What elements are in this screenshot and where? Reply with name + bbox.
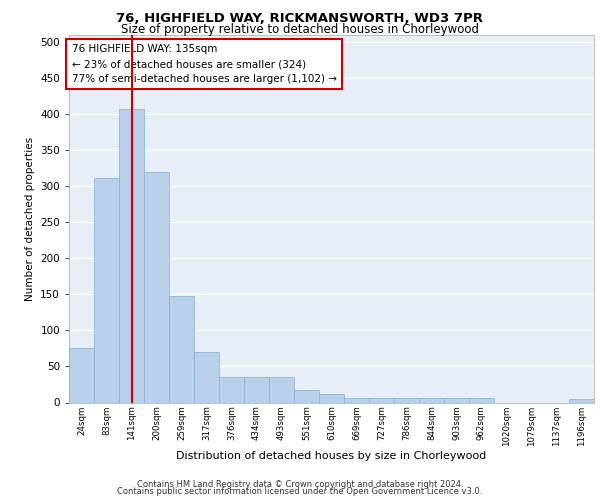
- Text: Size of property relative to detached houses in Chorleywood: Size of property relative to detached ho…: [121, 22, 479, 36]
- Text: Contains HM Land Registry data © Crown copyright and database right 2024.: Contains HM Land Registry data © Crown c…: [137, 480, 463, 489]
- Y-axis label: Number of detached properties: Number of detached properties: [25, 136, 35, 301]
- Bar: [244, 376, 269, 402]
- Text: 76, HIGHFIELD WAY, RICKMANSWORTH, WD3 7PR: 76, HIGHFIELD WAY, RICKMANSWORTH, WD3 7P…: [116, 12, 484, 26]
- Bar: [319, 394, 344, 402]
- Bar: [69, 348, 94, 403]
- Bar: [269, 376, 294, 402]
- Bar: [569, 399, 594, 402]
- Bar: [469, 398, 494, 402]
- Text: Contains public sector information licensed under the Open Government Licence v3: Contains public sector information licen…: [118, 487, 482, 496]
- Bar: [444, 398, 469, 402]
- Bar: [94, 178, 119, 402]
- Bar: [419, 398, 444, 402]
- Bar: [144, 172, 169, 402]
- Bar: [169, 296, 194, 403]
- Bar: [369, 398, 394, 402]
- Text: 76 HIGHFIELD WAY: 135sqm
← 23% of detached houses are smaller (324)
77% of semi-: 76 HIGHFIELD WAY: 135sqm ← 23% of detach…: [71, 44, 337, 84]
- Bar: [119, 109, 144, 403]
- Bar: [294, 390, 319, 402]
- X-axis label: Distribution of detached houses by size in Chorleywood: Distribution of detached houses by size …: [176, 451, 487, 461]
- Bar: [344, 398, 369, 402]
- Bar: [219, 376, 244, 402]
- Bar: [394, 398, 419, 402]
- Bar: [194, 352, 219, 403]
